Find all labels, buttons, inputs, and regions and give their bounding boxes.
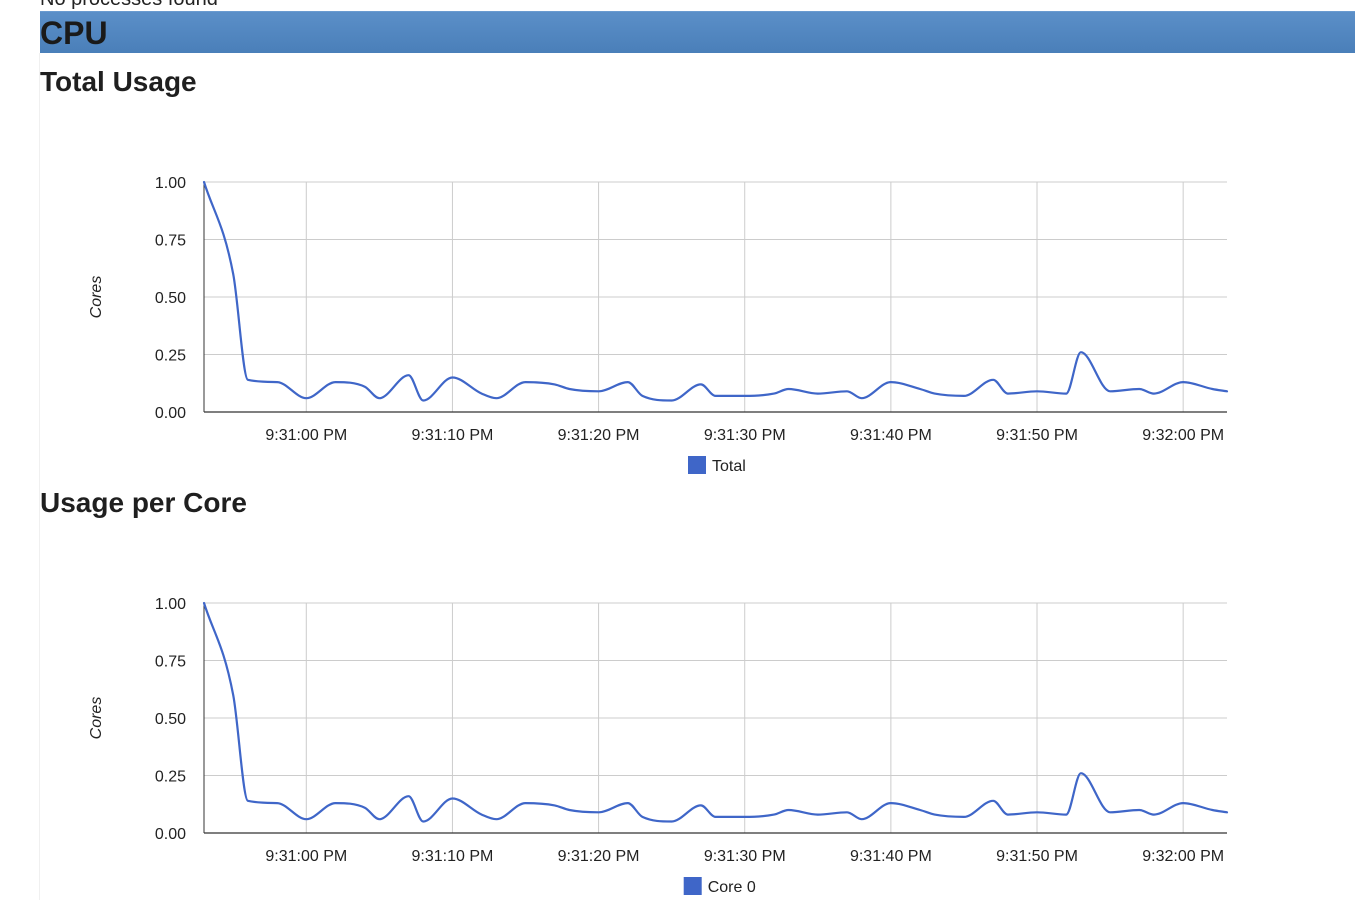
usage-per-core-y-axis-title: Cores — [88, 697, 105, 740]
usage-per-core-series-line — [202, 601, 1229, 823]
total-usage-x-tick-label: 9:31:20 PM — [558, 427, 640, 444]
usage-per-core-x-tick-label: 9:31:00 PM — [265, 848, 347, 865]
total-usage-y-tick-label: 0.75 — [155, 233, 186, 250]
total-usage-x-tick-label: 9:31:40 PM — [850, 427, 932, 444]
usage-per-core-chart-svg: 0.00 0.25 0.50 0.75 1.00 9:31:00 PM 9:31:10 PM… — [88, 596, 1229, 896]
total-usage-y-tick-label: 0.25 — [155, 348, 186, 365]
total-usage-y-tick-label: 1.00 — [155, 175, 186, 192]
usage-per-core-legend-label: Core 0 — [708, 879, 756, 896]
usage-per-core-y-tick-label: 0.25 — [155, 769, 186, 786]
usage-per-core-heading: Usage per Core — [40, 487, 247, 518]
total-usage-legend-label: Total — [712, 458, 746, 475]
usage-per-core-x-tick-label: 9:31:50 PM — [996, 848, 1078, 865]
total-usage-x-tick-label: 9:31:30 PM — [704, 427, 786, 444]
usage-per-core-y-tick-label: 0.00 — [155, 826, 186, 843]
cpu-section-title: CPU — [40, 15, 108, 51]
total-usage-y-tick-label: 0.50 — [155, 290, 186, 307]
total-usage-heading: Total Usage — [40, 66, 197, 97]
usage-per-core-x-tick-label: 9:31:40 PM — [850, 848, 932, 865]
total-usage-chart-svg: 0.00 0.25 0.50 0.75 1.00 9:31:00 PM 9:31:10 PM… — [88, 175, 1229, 475]
total-usage-x-tick-label: 9:31:50 PM — [996, 427, 1078, 444]
content-border — [39, 53, 40, 900]
cpu-section-header: CPU — [40, 11, 1355, 53]
usage-per-core-y-tick-label: 0.50 — [155, 711, 186, 728]
usage-per-core-legend-swatch — [683, 877, 702, 895]
no-processes-message: No processes found — [40, 0, 218, 10]
usage-per-core-x-tick-label: 9:31:20 PM — [558, 848, 640, 865]
total-usage-y-axis-title: Cores — [88, 276, 105, 319]
total-usage-gridlines — [204, 181, 1227, 412]
usage-per-core-y-tick-label: 1.00 — [155, 596, 186, 613]
usage-per-core-x-tick-label: 9:31:10 PM — [412, 848, 494, 865]
total-usage-chart: 0.00 0.25 0.50 0.75 1.00 9:31:00 PM 9:31:10 PM… — [40, 110, 1355, 490]
usage-per-core-gridlines — [204, 602, 1227, 833]
total-usage-x-tick-label: 9:32:00 PM — [1142, 427, 1224, 444]
usage-per-core-y-tick-label: 0.75 — [155, 654, 186, 671]
usage-per-core-x-tick-label: 9:32:00 PM — [1142, 848, 1224, 865]
total-usage-series-line — [202, 180, 1229, 402]
total-usage-x-tick-label: 9:31:10 PM — [412, 427, 494, 444]
total-usage-legend-swatch — [688, 456, 706, 474]
total-usage-x-tick-label: 9:31:00 PM — [265, 427, 347, 444]
usage-per-core-chart: 0.00 0.25 0.50 0.75 1.00 9:31:00 PM 9:31:10 PM… — [40, 531, 1355, 900]
total-usage-y-tick-label: 0.00 — [155, 405, 186, 422]
usage-per-core-x-tick-label: 9:31:30 PM — [704, 848, 786, 865]
